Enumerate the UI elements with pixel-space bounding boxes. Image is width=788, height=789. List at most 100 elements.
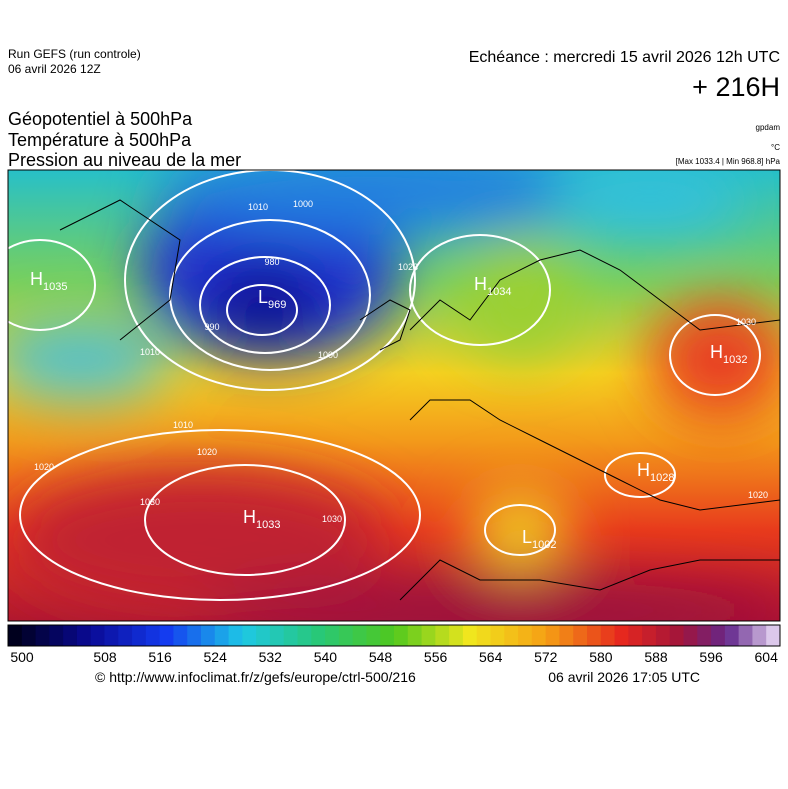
- colorbar-swatch: [642, 625, 657, 646]
- colorbar-tick-label: 564: [479, 649, 503, 665]
- colorbar-tick-label: 500: [10, 649, 34, 665]
- center-kind: H: [30, 269, 43, 289]
- colorbar-swatch: [711, 625, 726, 646]
- colorbar-swatch: [76, 625, 92, 646]
- colorbar-swatch: [145, 625, 161, 646]
- colorbar-swatch: [655, 625, 671, 646]
- colorbar-swatch: [504, 625, 519, 646]
- colorbar-swatch: [380, 625, 395, 646]
- source-url: © http://www.infoclimat.fr/z/gefs/europe…: [95, 669, 416, 685]
- run-date: 06 avril 2026 12Z: [8, 62, 101, 76]
- field-title: Pression au niveau de la mer: [8, 150, 241, 170]
- echeance: Echéance : mercredi 15 avril 2026 12h UT…: [469, 49, 780, 66]
- colorbar-swatch: [35, 625, 50, 646]
- center-kind: H: [474, 274, 487, 294]
- colorbar-swatch: [559, 625, 574, 646]
- pressure-center: H1035: [30, 269, 67, 293]
- colorbar-swatch: [256, 625, 271, 646]
- colorbar-swatch: [269, 625, 285, 646]
- colorbar-swatch: [476, 625, 491, 646]
- colorbar-swatch: [752, 625, 767, 646]
- isobar-label: 1020: [34, 462, 54, 472]
- colorbar-swatch: [173, 625, 188, 646]
- colorbar-swatch: [628, 625, 643, 646]
- isobar-label: 1010: [173, 420, 193, 430]
- center-kind: L: [522, 527, 532, 547]
- center-value: 1034: [487, 286, 511, 298]
- colorbar-swatch: [338, 625, 354, 646]
- isobar-label: 1030: [140, 497, 160, 507]
- field-title: Géopotentiel à 500hPa: [8, 109, 193, 129]
- colorbar-swatch: [600, 625, 616, 646]
- pressure-center: H1032: [710, 342, 747, 366]
- colorbar-frame: [7, 624, 781, 647]
- extremes: [Max 1033.4 | Min 968.8] hPa: [676, 157, 781, 166]
- colorbar-swatch: [283, 625, 298, 646]
- colorbar-tick-label: 604: [755, 649, 779, 665]
- isobar-label: 990: [204, 322, 219, 332]
- center-value: 1033: [256, 519, 280, 531]
- colorbar-swatch: [587, 625, 602, 646]
- colorbar-swatch: [242, 625, 257, 646]
- colorbar-swatch: [490, 625, 505, 646]
- isobar-label: 1010: [248, 202, 268, 212]
- colorbar-swatch: [462, 625, 478, 646]
- colorbar-tick-label: 556: [424, 649, 448, 665]
- colorbar-swatch: [187, 625, 202, 646]
- colorbar-swatch: [325, 625, 340, 646]
- issue-date: 06 avril 2026 17:05 UTC: [548, 669, 700, 685]
- colorbar-swatch: [724, 625, 740, 646]
- isobar-label: 1010: [140, 347, 160, 357]
- colorbar-swatch: [573, 625, 588, 646]
- isobar-label: 1030: [322, 514, 342, 524]
- colorbar-swatch: [214, 625, 230, 646]
- colorbar-swatch: [104, 625, 119, 646]
- colorbar-swatch: [8, 625, 23, 646]
- colorbar-swatch: [118, 625, 133, 646]
- pressure-center: L1002: [522, 527, 557, 551]
- colorbar-swatch: [366, 625, 381, 646]
- colorbar-swatch: [132, 625, 147, 646]
- colorbar-swatch: [228, 625, 243, 646]
- map: [8, 170, 780, 621]
- colorbar-tick-label: 548: [369, 649, 393, 665]
- colorbar-swatch: [545, 625, 560, 646]
- colorbar-swatch: [518, 625, 533, 646]
- colorbar-swatch: [394, 625, 409, 646]
- colorbar-swatch: [159, 625, 174, 646]
- colorbar-swatch: [531, 625, 547, 646]
- run-label: Run GEFS (run controle): [8, 47, 141, 61]
- center-kind: H: [710, 342, 723, 362]
- colorbar-swatch: [201, 625, 216, 646]
- map-frame: [7, 169, 781, 622]
- colorbar-swatch: [21, 625, 37, 646]
- colorbar-swatch: [738, 625, 753, 646]
- colorbar-swatch: [449, 625, 464, 646]
- isobar-label: 1020: [748, 490, 768, 500]
- isobar-label: 1000: [318, 350, 338, 360]
- pressure-center: H1028: [637, 460, 674, 484]
- colorbar-swatch: [297, 625, 312, 646]
- colorbar-swatch: [614, 625, 629, 646]
- isobar-label: 1020: [197, 447, 217, 457]
- colorbar-swatch: [766, 625, 781, 646]
- unit: °C: [771, 143, 780, 152]
- colorbar-tick-label: 516: [148, 649, 172, 665]
- unit: gpdam: [756, 123, 781, 132]
- isobar-label: 980: [264, 257, 279, 267]
- colorbar-tick-label: 596: [699, 649, 723, 665]
- center-kind: H: [637, 460, 650, 480]
- colorbar-swatch: [311, 625, 326, 646]
- pressure-center: H1033: [243, 507, 280, 531]
- colorbar-swatch: [683, 625, 698, 646]
- colorbar-tick-label: 532: [259, 649, 283, 665]
- center-value: 1028: [650, 472, 674, 484]
- center-value: 1035: [43, 281, 67, 293]
- colorbar-swatch: [90, 625, 105, 646]
- center-value: 969: [268, 299, 286, 311]
- isobar-label: 1000: [293, 199, 313, 209]
- isobar-label: 1023: [398, 262, 418, 272]
- colorbar: 500 508 516 524 532 540 548 556 564 572 580 588 596 6…: [7, 624, 781, 665]
